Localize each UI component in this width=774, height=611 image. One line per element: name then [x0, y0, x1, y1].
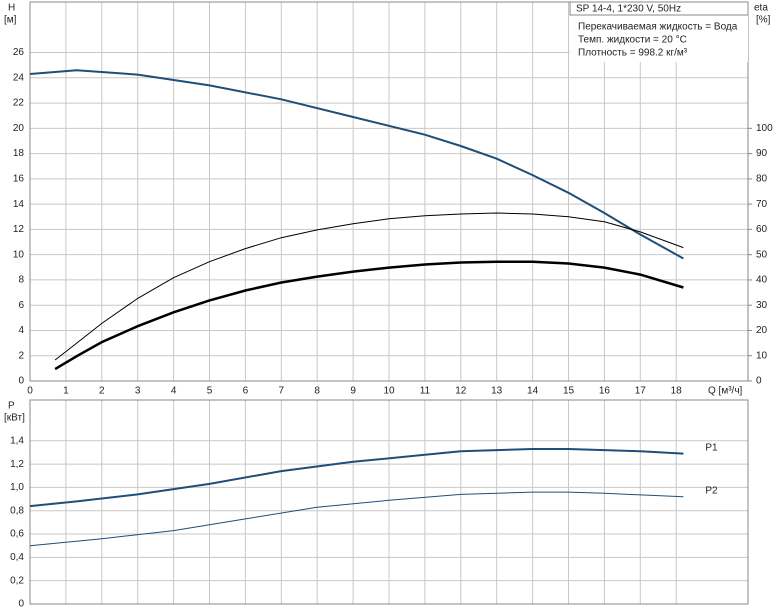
x-tick-label: 11 [420, 386, 431, 397]
curve [29, 69, 684, 260]
y-tick-label: 20 [13, 123, 25, 134]
y-axis-label: H [8, 3, 15, 14]
y-tick-label: 10 [13, 249, 25, 260]
y2-tick-label: 100 [756, 123, 773, 134]
x-tick-label: 15 [563, 386, 575, 397]
y-tick-label: 0,8 [10, 505, 24, 516]
y-tick-label: 6 [18, 300, 24, 311]
annotation: Плотность = 998.2 кг/м³ [578, 48, 688, 59]
y2-tick-label: 20 [756, 325, 768, 336]
x-tick-label: 14 [527, 386, 539, 397]
y2-tick-label: 10 [756, 350, 768, 361]
y2-tick-label: 80 [756, 174, 768, 185]
x-tick-label: 6 [243, 386, 249, 397]
y-tick-label: 1,2 [10, 459, 24, 470]
y2-tick-label: 30 [756, 300, 768, 311]
x-tick-label: 4 [171, 386, 177, 397]
x-tick-label: 10 [383, 386, 395, 397]
y-tick-label: 2 [18, 350, 24, 361]
x-tick-label: 13 [491, 386, 503, 397]
x-tick-label: 3 [135, 386, 141, 397]
x-tick-label: 7 [279, 386, 285, 397]
x-tick-label: 5 [207, 386, 213, 397]
x-tick-label: 9 [350, 386, 356, 397]
plot-frame [29, 399, 749, 605]
y-tick-label: 8 [18, 275, 24, 286]
chart-title: SP 14-4, 1*230 V, 50Hz [576, 4, 681, 15]
series-label: P2 [705, 485, 718, 496]
y2-tick-label: 50 [756, 249, 768, 260]
y-tick-label: 0 [18, 376, 24, 387]
x-tick-label: 8 [314, 386, 320, 397]
y-axis-label: P [8, 401, 15, 412]
x-tick-label: 18 [671, 386, 683, 397]
annotation: Перекачиваемая жидкость = Вода [578, 22, 738, 33]
y2-tick-label: 40 [756, 275, 768, 286]
y2-tick-label: 90 [756, 148, 768, 159]
x-tick-label: 0 [27, 386, 33, 397]
y-tick-label: 18 [13, 148, 25, 159]
y-tick-label: 12 [13, 224, 25, 235]
y-tick-label: 0,4 [10, 552, 24, 563]
y-tick-label: 0 [18, 599, 24, 610]
y-tick-label: 4 [18, 325, 24, 336]
title-box [569, 1, 749, 16]
y-axis-unit: [м] [4, 15, 17, 26]
y-tick-label: 26 [13, 47, 25, 58]
curve [54, 212, 684, 361]
y2-axis-label: eta [754, 3, 768, 14]
annotation: Темп. жидкости = 20 °C [578, 35, 687, 46]
series-label: P1 [705, 442, 718, 453]
y-tick-label: 1,4 [10, 435, 24, 446]
y-tick-label: 22 [13, 98, 25, 109]
y-tick-label: 0,6 [10, 529, 24, 540]
x-tick-label: 12 [455, 386, 467, 397]
y-tick-label: 24 [13, 72, 25, 83]
y-axis-unit: [кВт] [4, 413, 25, 424]
y2-axis-unit: [%] [756, 15, 771, 26]
curve [54, 260, 684, 371]
y2-tick-label: 70 [756, 199, 768, 210]
y-tick-label: 16 [13, 174, 25, 185]
x-tick-label: 2 [99, 386, 105, 397]
x-tick-label: 16 [599, 386, 611, 397]
y2-tick-label: 60 [756, 224, 768, 235]
x-tick-label: 1 [63, 386, 69, 397]
plot-frame [29, 1, 749, 382]
x-axis-label: Q [м³/ч] [708, 386, 743, 397]
y2-tick-label: 0 [756, 376, 762, 387]
x-tick-label: 17 [635, 386, 647, 397]
curve [29, 491, 684, 547]
y-tick-label: 14 [13, 199, 25, 210]
curve [29, 448, 684, 508]
y-tick-label: 1,0 [10, 482, 24, 493]
y-tick-label: 0,2 [10, 575, 24, 586]
